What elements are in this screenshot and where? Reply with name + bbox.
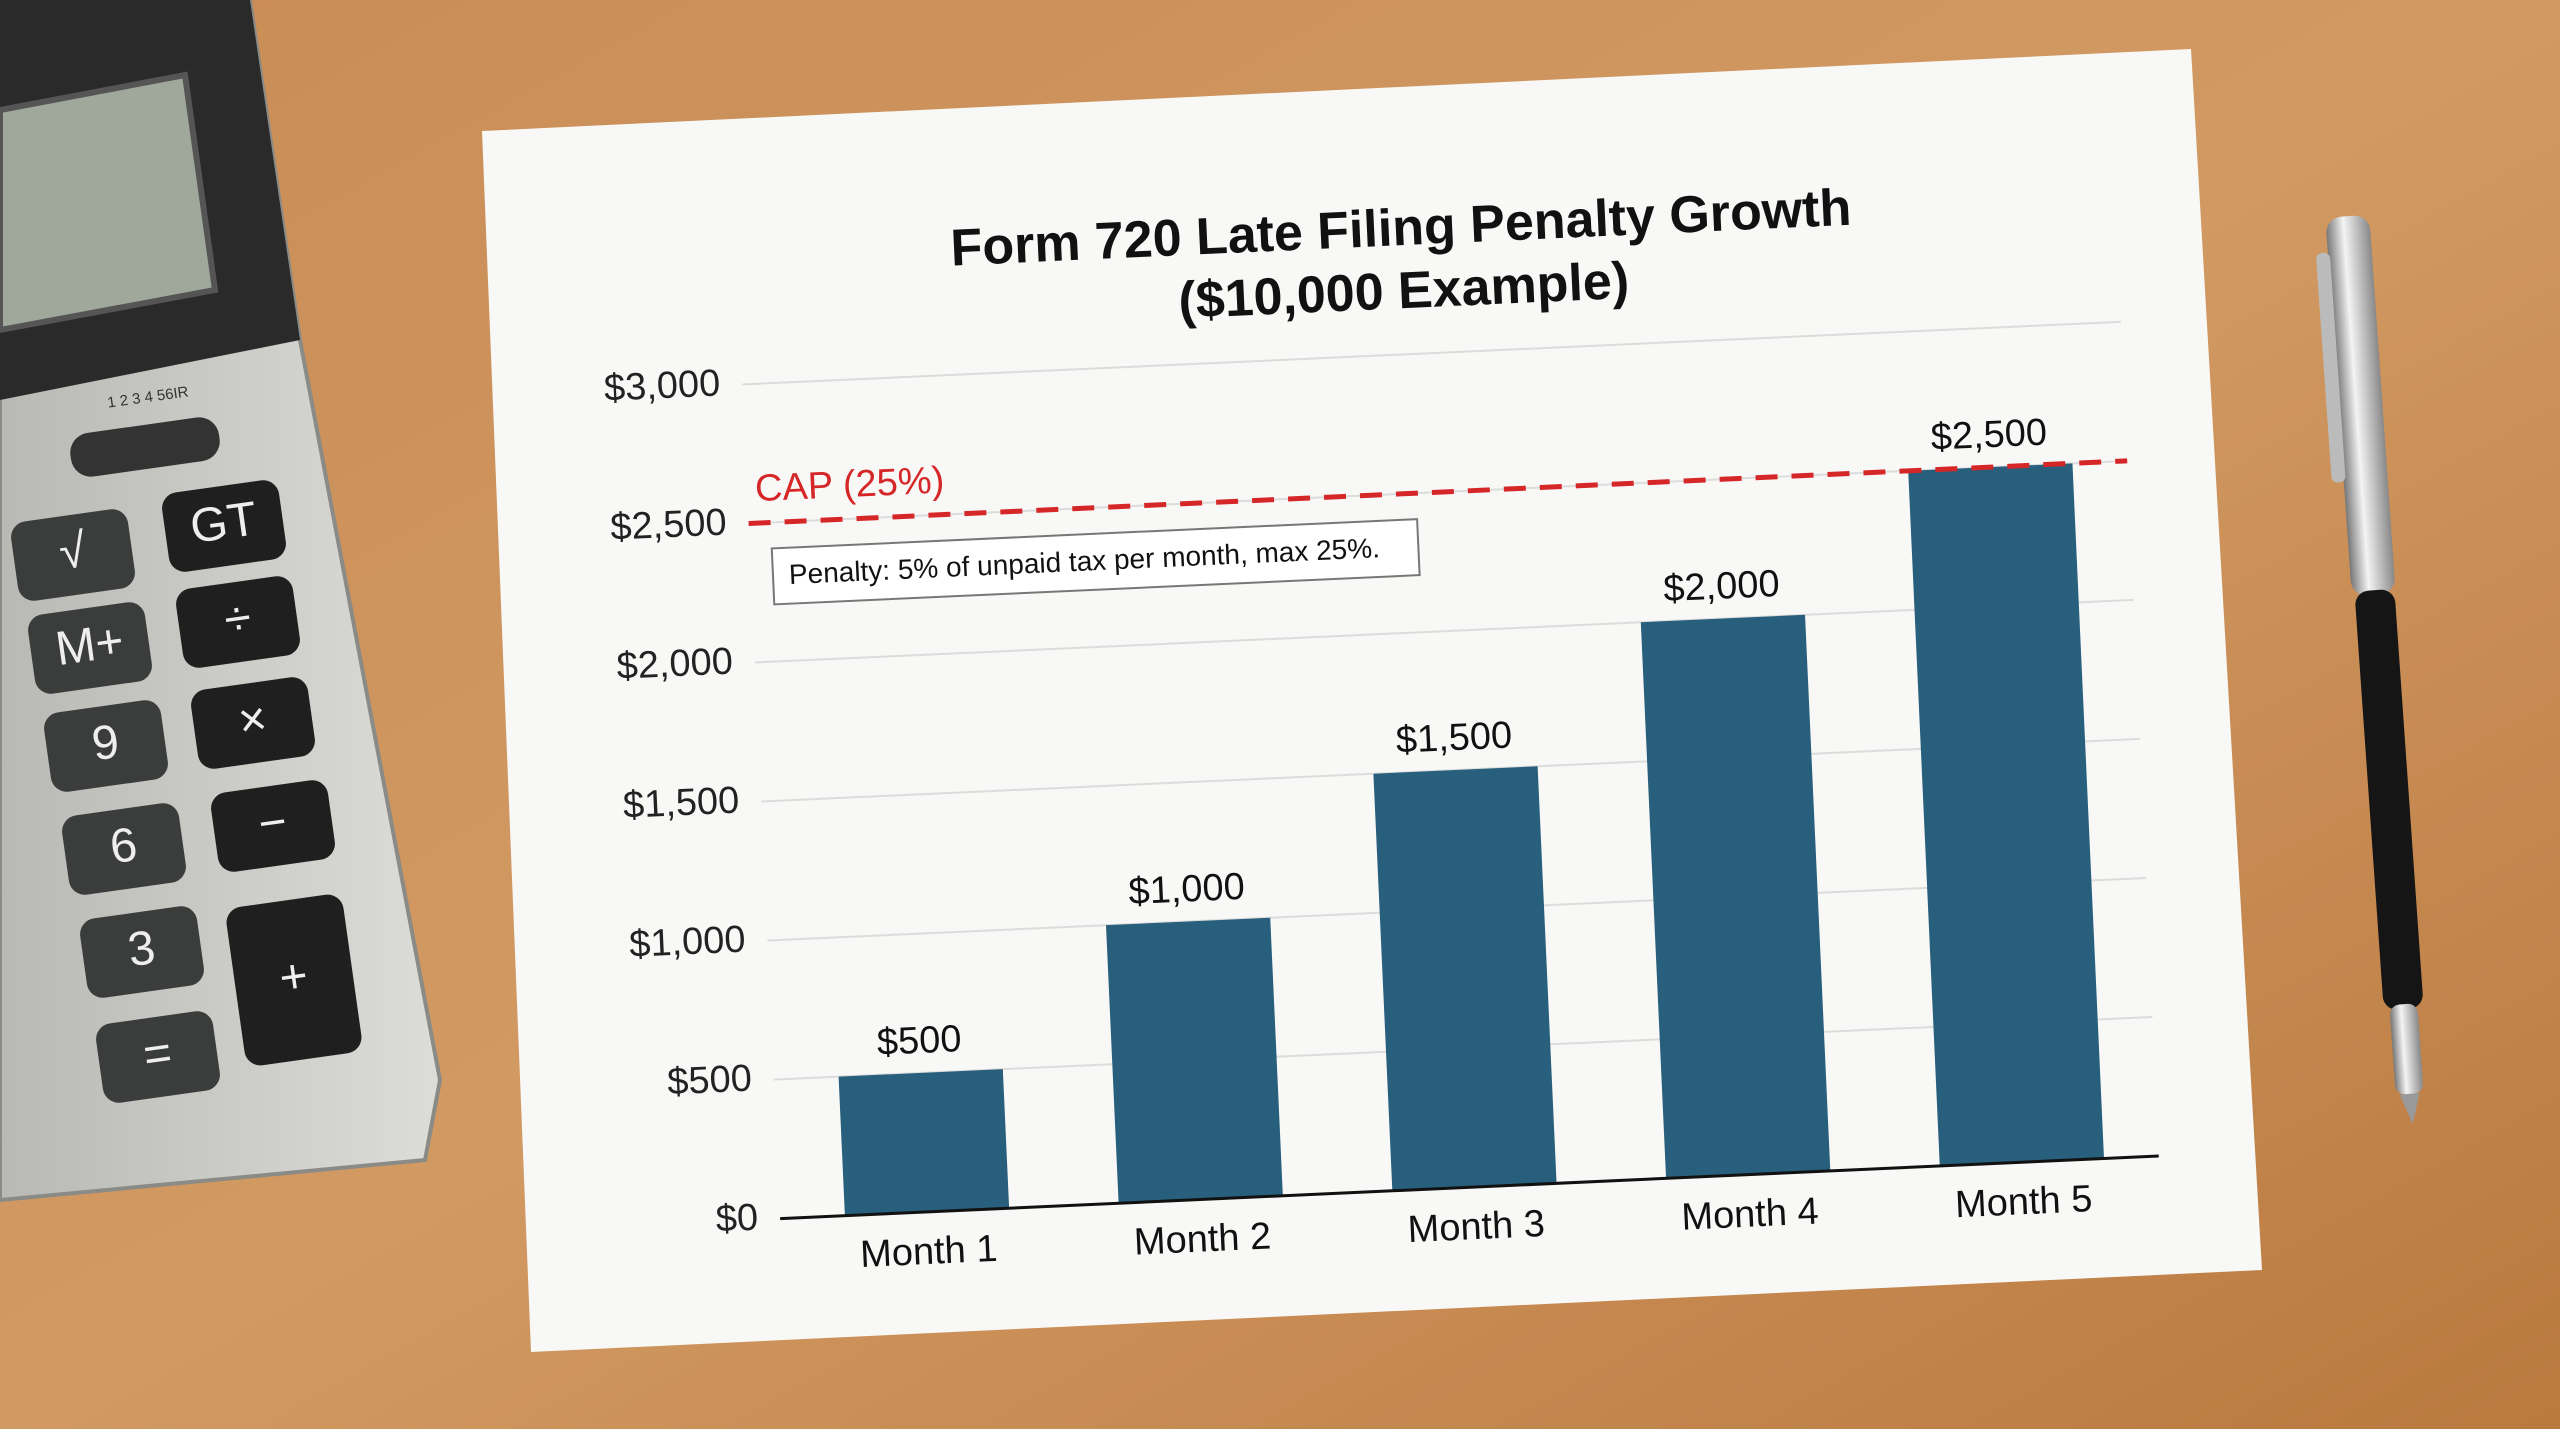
value-label: $2,500 [1930, 412, 2048, 459]
pen [2316, 215, 2423, 1124]
calculator-key-label: GT [187, 492, 260, 554]
y-tick-label: $2,000 [616, 641, 734, 688]
value-label: $500 [876, 1018, 962, 1064]
y-tick-label: $500 [666, 1058, 752, 1104]
bar [1105, 917, 1283, 1204]
y-tick-label: $0 [715, 1197, 759, 1241]
calculator-key [226, 894, 362, 1066]
calculator-key [80, 906, 204, 998]
bar [838, 1069, 1010, 1216]
value-label: $1,000 [1128, 866, 1246, 913]
calculator-key [11, 509, 135, 601]
chart: Form 720 Late Filing Penalty Growth ($10… [603, 179, 2159, 1276]
calculator-key [191, 677, 315, 769]
calculator-key [211, 780, 335, 872]
y-tick-label: $1,500 [622, 780, 740, 827]
y-tick-label: $1,000 [628, 919, 746, 966]
calculator-key [96, 1011, 220, 1103]
y-tick-label: $2,500 [609, 502, 727, 549]
reference-label: CAP (25%) [754, 460, 945, 511]
keypad: √ GTM+ ÷9 ×6 −3 += [11, 480, 362, 1103]
value-label: $1,500 [1395, 714, 1513, 761]
x-tick-label: Month 4 [1680, 1191, 1819, 1239]
calculator-key [28, 602, 152, 694]
bar [1640, 614, 1831, 1179]
x-tick-label: Month 2 [1133, 1215, 1272, 1263]
x-tick-label: Month 1 [859, 1228, 998, 1276]
reference-line [748, 458, 2128, 526]
bar [1373, 766, 1557, 1191]
calculator-key [162, 480, 286, 572]
value-label: $2,000 [1662, 563, 1780, 610]
y-tick-label: $3,000 [603, 363, 721, 410]
x-tick-label: Month 3 [1407, 1203, 1546, 1251]
grid-line [742, 320, 2121, 386]
annotation-box [770, 518, 1421, 606]
bar [1908, 463, 2105, 1166]
calculator-key [176, 576, 300, 668]
calculator-key-label: M+ [52, 614, 127, 676]
x-axis [780, 1154, 2159, 1221]
x-tick-label: Month 5 [1954, 1178, 2093, 1226]
grid-line [754, 598, 2134, 664]
calculator-key [44, 700, 168, 792]
calculator-key [62, 803, 186, 895]
